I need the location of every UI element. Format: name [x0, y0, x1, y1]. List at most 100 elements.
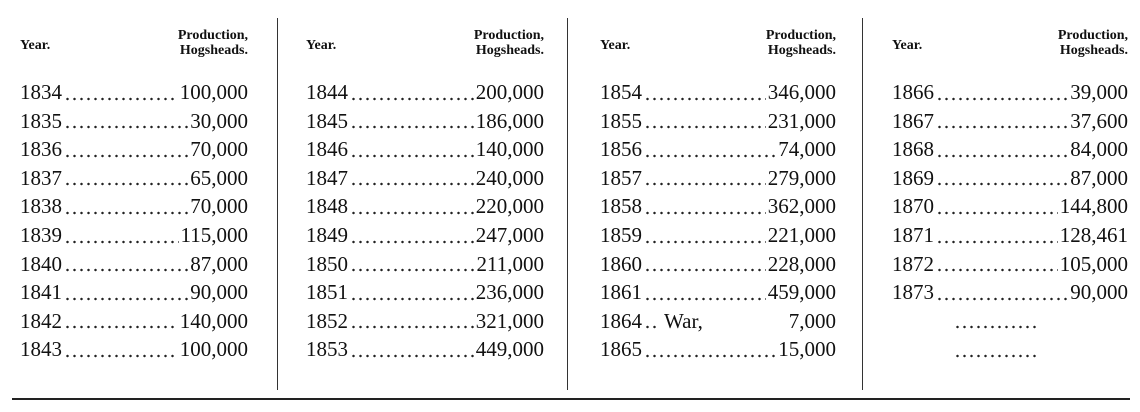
- leader: [350, 239, 474, 244]
- leader: [644, 239, 766, 244]
- leader: [64, 96, 178, 101]
- year: 1861: [600, 280, 642, 305]
- year: 1871: [892, 222, 934, 247]
- year: 1848: [306, 194, 348, 219]
- leader: [350, 182, 474, 187]
- table-row: 1848 220,000: [306, 194, 544, 223]
- divider: [277, 18, 278, 390]
- year: 1855: [600, 108, 642, 133]
- production: 15,000: [778, 337, 836, 362]
- year: 1844: [306, 80, 348, 104]
- leader: [64, 353, 178, 358]
- production: 7,000: [788, 308, 836, 333]
- table-row: 1841 90,000: [20, 280, 248, 309]
- leader: [644, 182, 766, 187]
- production: 90,000: [1070, 280, 1128, 305]
- production: 100,000: [179, 337, 248, 362]
- table-row: 1857 279,000: [600, 166, 836, 195]
- year: 1846: [306, 137, 348, 162]
- year: 1842: [20, 308, 62, 333]
- note: War,: [664, 308, 703, 333]
- leader: [64, 268, 189, 273]
- year: 1865: [600, 337, 642, 362]
- production: 144,800: [1059, 194, 1128, 219]
- leader: [954, 325, 1038, 330]
- year: 1838: [20, 194, 62, 219]
- column-group: Year. Production, Hogsheads. 1866 39,000 1867…: [892, 24, 1128, 396]
- table-row: 1872 105,000: [892, 252, 1128, 281]
- header: Year. Production, Hogsheads.: [20, 24, 248, 80]
- production: 84,000: [1070, 137, 1128, 162]
- production: 74,000: [778, 137, 836, 162]
- table-row: [892, 309, 1128, 338]
- table-row: 1838 70,000: [20, 194, 248, 223]
- leader: [936, 96, 1069, 101]
- year-header: Year.: [600, 38, 631, 53]
- header-line: Hogsheads.: [179, 43, 248, 58]
- column-group: Year. Production, Hogsheads. 1834 100,000 183…: [20, 24, 248, 396]
- production: 228,000: [767, 251, 836, 276]
- table-row: 1844 200,000: [306, 80, 544, 109]
- production: 459,000: [767, 280, 836, 305]
- table-row: 1868 84,000: [892, 137, 1128, 166]
- year: 1856: [600, 137, 642, 162]
- leader: [64, 296, 189, 301]
- divider: [567, 18, 568, 390]
- year: 1864: [600, 308, 642, 333]
- year: 1866: [892, 80, 934, 104]
- production: 70,000: [190, 194, 248, 219]
- year: 1845: [306, 108, 348, 133]
- leader: [350, 325, 474, 330]
- table-row: 1842 140,000: [20, 309, 248, 338]
- table-row: 1834 100,000: [20, 80, 248, 109]
- leader: [936, 239, 1058, 244]
- production: 236,000: [475, 280, 544, 305]
- table-row: 1835 30,000: [20, 109, 248, 138]
- year: 1860: [600, 251, 642, 276]
- leader: [644, 296, 766, 301]
- table-row: 1854 346,000: [600, 80, 836, 109]
- header: Year. Production, Hogsheads.: [892, 24, 1128, 80]
- year-header: Year.: [20, 38, 51, 53]
- header-line: Hogsheads.: [1059, 43, 1128, 58]
- year: 1868: [892, 137, 934, 162]
- year: 1849: [306, 222, 348, 247]
- production: 362,000: [767, 194, 836, 219]
- leader: [64, 325, 178, 330]
- leader: [350, 125, 474, 130]
- year: 1847: [306, 165, 348, 190]
- table-row: 1851 236,000: [306, 280, 544, 309]
- table-row: [892, 337, 1128, 366]
- year: 1851: [306, 280, 348, 305]
- year: 1850: [306, 251, 348, 276]
- table-row: 1870 144,800: [892, 194, 1128, 223]
- leader: [350, 268, 475, 273]
- table-row: 1846 140,000: [306, 137, 544, 166]
- year-header: Year.: [306, 38, 337, 53]
- table-row: 1839 115,000: [20, 223, 248, 252]
- table-row: 1847 240,000: [306, 166, 544, 195]
- table-row: 1869 87,000: [892, 166, 1128, 195]
- year: 1870: [892, 194, 934, 219]
- table-row: 1871 128,461: [892, 223, 1128, 252]
- year: 1835: [20, 108, 62, 133]
- production-header: Production, Hogsheads.: [474, 28, 544, 58]
- production: 247,000: [475, 222, 544, 247]
- table-row: 1843 100,000: [20, 337, 248, 366]
- leader: [644, 325, 658, 330]
- table-row: 1850 211,000: [306, 252, 544, 281]
- header-line: Production,: [177, 28, 248, 43]
- production-header: Production, Hogsheads.: [1058, 28, 1128, 58]
- year: 1853: [306, 337, 348, 362]
- table-row: 1865 15,000: [600, 337, 836, 366]
- year-header: Year.: [892, 38, 923, 53]
- year: 1841: [20, 280, 62, 305]
- year: 1867: [892, 108, 934, 133]
- table-row: 1866 39,000: [892, 80, 1128, 109]
- leader: [64, 153, 189, 158]
- leader: [64, 125, 189, 130]
- column-group: Year. Production, Hogsheads. 1844 200,000 184…: [306, 24, 544, 396]
- year: 1852: [306, 308, 348, 333]
- production: 115,000: [180, 222, 248, 247]
